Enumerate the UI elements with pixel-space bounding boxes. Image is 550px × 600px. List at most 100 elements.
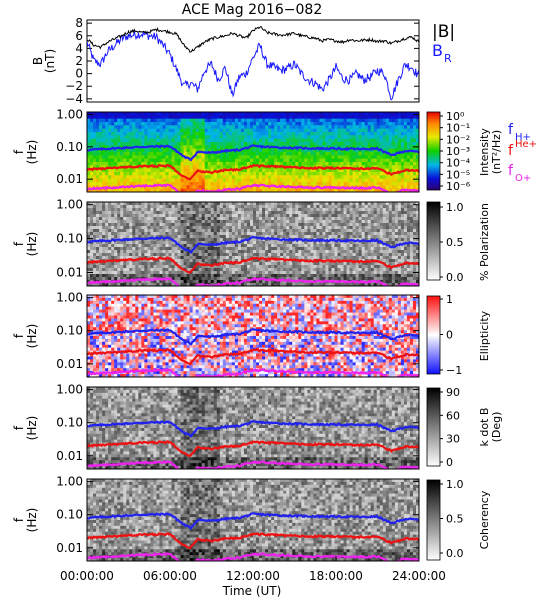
- spectrogram-cell: [201, 241, 206, 245]
- spectrogram-cell: [99, 235, 103, 239]
- spectrogram-cell: [415, 235, 419, 239]
- spectrogram-cell: [256, 202, 260, 206]
- spectrogram-cell: [153, 142, 158, 146]
- spectrogram-cell: [141, 188, 145, 192]
- spectrogram-cell: [415, 142, 419, 146]
- spectrogram-cell: [138, 182, 142, 186]
- spectrogram-cell: [268, 118, 272, 123]
- spectrogram-cell: [409, 214, 414, 218]
- spectrogram-cell: [322, 135, 327, 140]
- spectrogram-cell: [243, 220, 248, 224]
- spectrogram-cell: [240, 208, 245, 212]
- freq-ylabel-top: f: [12, 149, 26, 154]
- spectrogram-cell: [406, 125, 411, 130]
- spectrogram-cell: [144, 115, 148, 120]
- spectrogram-cell: [201, 145, 206, 150]
- spectrogram-cell: [105, 178, 109, 183]
- spectrogram-cell: [204, 135, 209, 140]
- spectrogram-cell: [301, 158, 305, 163]
- spectrogram-cell: [265, 223, 269, 227]
- spectrogram-cell: [144, 152, 148, 156]
- spectrogram-cell: [403, 256, 408, 260]
- spectrogram-cell: [304, 253, 308, 257]
- spectrogram-cell: [358, 235, 363, 239]
- spectrogram-cell: [129, 152, 133, 156]
- spectrogram-cell: [87, 185, 91, 190]
- spectrogram-cell: [147, 244, 151, 248]
- spectrogram-cell: [289, 135, 293, 140]
- spectrogram-cell: [207, 158, 212, 163]
- spectrogram-cell: [349, 217, 354, 221]
- spectrogram-cell: [102, 214, 106, 218]
- spectrogram-cell: [280, 211, 284, 215]
- spectrogram-cell: [156, 148, 161, 153]
- spectrogram-cell: [286, 223, 290, 227]
- spectrogram-cell: [117, 138, 121, 143]
- spectrogram-cell: [228, 208, 233, 212]
- spectrogram-cell: [367, 122, 372, 126]
- spectrogram-cell: [352, 128, 357, 133]
- spectrogram-cell: [346, 217, 351, 221]
- spectrogram-cell: [240, 241, 245, 245]
- spectrogram-cell: [355, 148, 360, 153]
- spectrogram-cell: [355, 256, 360, 260]
- spectrogram-cell: [225, 175, 230, 180]
- spectrogram-cell: [409, 229, 414, 233]
- spectrogram-cell: [388, 259, 393, 263]
- spectrogram-cell: [201, 238, 206, 242]
- spectrogram-cell: [358, 158, 363, 163]
- spectrogram-cell: [253, 232, 257, 236]
- spectrogram-cell: [415, 211, 419, 215]
- spectrogram-cell: [144, 250, 148, 254]
- spectrogram-cell: [286, 211, 290, 215]
- spectrogram-cell: [334, 244, 339, 248]
- spectrogram-cell: [117, 158, 121, 163]
- spectrogram-cell: [213, 122, 218, 126]
- spectrogram-cell: [289, 211, 293, 215]
- spectrogram-cell: [168, 152, 173, 156]
- spectrogram-cell: [123, 223, 127, 227]
- spectrogram-cell: [120, 118, 124, 123]
- spectrogram-cell: [301, 205, 305, 209]
- spectrogram-cell: [189, 138, 194, 143]
- spectrogram-cell: [325, 256, 330, 260]
- spectrogram-cell: [153, 205, 158, 209]
- spectrogram-cell: [403, 122, 408, 126]
- spectrogram-cell: [240, 256, 245, 260]
- spectrogram-cell: [259, 202, 263, 206]
- spectrogram-cell: [93, 178, 97, 183]
- spectrogram-cell: [177, 138, 182, 143]
- spectrogram-cell: [367, 142, 372, 146]
- spectrogram-cell: [340, 241, 345, 245]
- spectrogram-cell: [201, 235, 206, 239]
- spectrogram-cell: [102, 178, 106, 183]
- spectrogram-cell: [213, 259, 218, 263]
- spectrogram-cell: [186, 132, 191, 136]
- spectrogram-cell: [403, 145, 408, 150]
- spectrogram-cell: [162, 162, 167, 166]
- spectrogram-cell: [316, 115, 320, 120]
- spectrogram-cell: [243, 135, 248, 140]
- spectrogram-cell: [409, 165, 414, 170]
- spectrogram-cell: [219, 232, 224, 236]
- spectrogram-cell: [237, 145, 242, 150]
- spectrogram-cell: [183, 138, 188, 143]
- spectrogram-cell: [216, 223, 221, 227]
- f-o-line: [87, 183, 419, 192]
- intensity-cbar-tick-label: 10⁻⁵: [446, 168, 470, 181]
- spectrogram-cell: [397, 138, 402, 143]
- spectrogram-cell: [228, 135, 233, 140]
- spectrogram-cell: [123, 244, 127, 248]
- spectrogram-cell: [340, 208, 345, 212]
- spectrogram-cell: [207, 178, 212, 183]
- spectrogram-cell: [159, 241, 164, 245]
- spectrogram-cell: [406, 185, 411, 190]
- spectrogram-cell: [406, 175, 411, 180]
- spectrogram-cell: [271, 223, 275, 227]
- spectrogram-cell: [225, 229, 230, 233]
- spectrogram-cell: [406, 226, 411, 230]
- spectrogram-cell: [358, 172, 363, 176]
- spectrogram-cell: [162, 128, 167, 133]
- spectrogram-cell: [141, 175, 145, 180]
- spectrogram-cell: [286, 241, 290, 245]
